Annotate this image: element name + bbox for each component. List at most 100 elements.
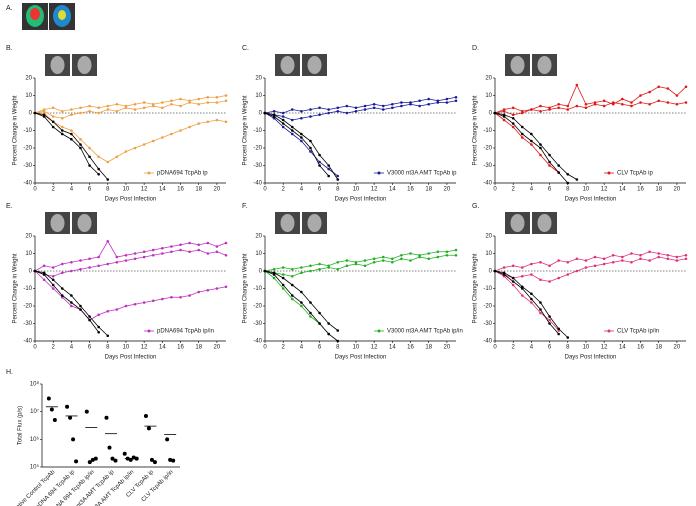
y-tick-label: 20 — [25, 234, 32, 240]
point — [115, 308, 119, 311]
point — [49, 407, 54, 412]
point — [363, 104, 367, 108]
series-line — [34, 240, 227, 272]
series-line — [264, 112, 329, 177]
point — [539, 109, 542, 113]
point — [106, 239, 110, 243]
point — [60, 129, 64, 132]
y-tick-label: -40 — [253, 339, 262, 345]
point — [88, 257, 91, 261]
point — [300, 301, 303, 304]
point — [584, 259, 588, 262]
y-tick-label: -30 — [253, 321, 262, 327]
point — [454, 95, 458, 99]
point — [511, 106, 515, 110]
y-tick-label: 10 — [255, 251, 262, 257]
point — [97, 264, 100, 268]
image-signal — [30, 8, 40, 20]
point — [79, 143, 82, 146]
point — [115, 255, 119, 259]
point — [122, 451, 127, 456]
point — [548, 280, 551, 283]
point — [363, 259, 367, 262]
point — [548, 315, 551, 318]
point — [300, 116, 303, 120]
y-tick-label: -30 — [483, 163, 492, 169]
point — [124, 106, 128, 110]
point — [290, 297, 294, 301]
point — [548, 153, 551, 157]
point — [327, 322, 330, 325]
point — [197, 290, 201, 294]
point — [418, 104, 421, 108]
series-line — [494, 270, 559, 335]
legend-label: CLV TcpAb ip — [617, 171, 653, 177]
point — [88, 315, 91, 318]
point — [530, 132, 533, 136]
legend-marker — [377, 171, 381, 175]
point — [363, 264, 367, 268]
y-tick-label: 10⁵ — [30, 464, 40, 471]
point — [70, 137, 73, 141]
point — [575, 83, 579, 87]
point — [88, 109, 91, 113]
series-line — [264, 249, 457, 272]
series-line — [34, 249, 227, 277]
point — [318, 262, 321, 266]
y-tick-label: 0 — [259, 111, 263, 117]
point — [70, 260, 73, 264]
point — [46, 396, 51, 401]
point — [97, 106, 100, 110]
point — [445, 253, 449, 257]
point — [648, 250, 651, 254]
point — [345, 264, 349, 268]
point — [445, 101, 449, 104]
panel-label: H. — [6, 369, 13, 376]
point — [124, 259, 128, 262]
point — [224, 285, 228, 289]
y-tick-label: -20 — [483, 304, 492, 310]
series-line — [264, 112, 339, 177]
point — [97, 167, 100, 171]
x-tick-label: 16 — [177, 345, 184, 351]
point — [84, 409, 89, 414]
series-line — [264, 254, 456, 277]
point — [42, 264, 46, 268]
point — [318, 322, 321, 325]
series-line — [34, 112, 99, 175]
point — [179, 104, 182, 108]
x-tick-label: 18 — [425, 345, 432, 351]
point — [557, 102, 560, 106]
point — [115, 155, 119, 159]
point — [33, 111, 37, 115]
point — [143, 413, 148, 418]
point — [391, 106, 394, 110]
point — [675, 255, 679, 259]
point — [454, 248, 458, 252]
x-tick-label: 2 — [512, 345, 516, 351]
point — [133, 146, 137, 150]
point — [88, 155, 91, 159]
point — [133, 302, 137, 306]
x-tick-label: 18 — [195, 345, 202, 351]
legend-label: V3000 nt3A AMT TcpAb ip — [387, 171, 457, 177]
point — [151, 139, 155, 143]
point — [584, 106, 588, 110]
x-tick-label: 16 — [637, 345, 644, 351]
point — [409, 252, 412, 255]
y-tick-label: -30 — [483, 321, 492, 327]
y-tick-label: -20 — [253, 146, 262, 152]
x-tick-label: 18 — [425, 187, 432, 193]
point — [502, 271, 506, 275]
point — [309, 311, 312, 315]
point — [502, 113, 506, 117]
point — [336, 329, 340, 332]
image-signal — [510, 56, 525, 74]
point — [142, 101, 146, 104]
point — [530, 292, 533, 296]
point — [115, 102, 119, 106]
series-line — [34, 95, 227, 114]
point — [557, 164, 560, 167]
series-line — [34, 100, 227, 119]
